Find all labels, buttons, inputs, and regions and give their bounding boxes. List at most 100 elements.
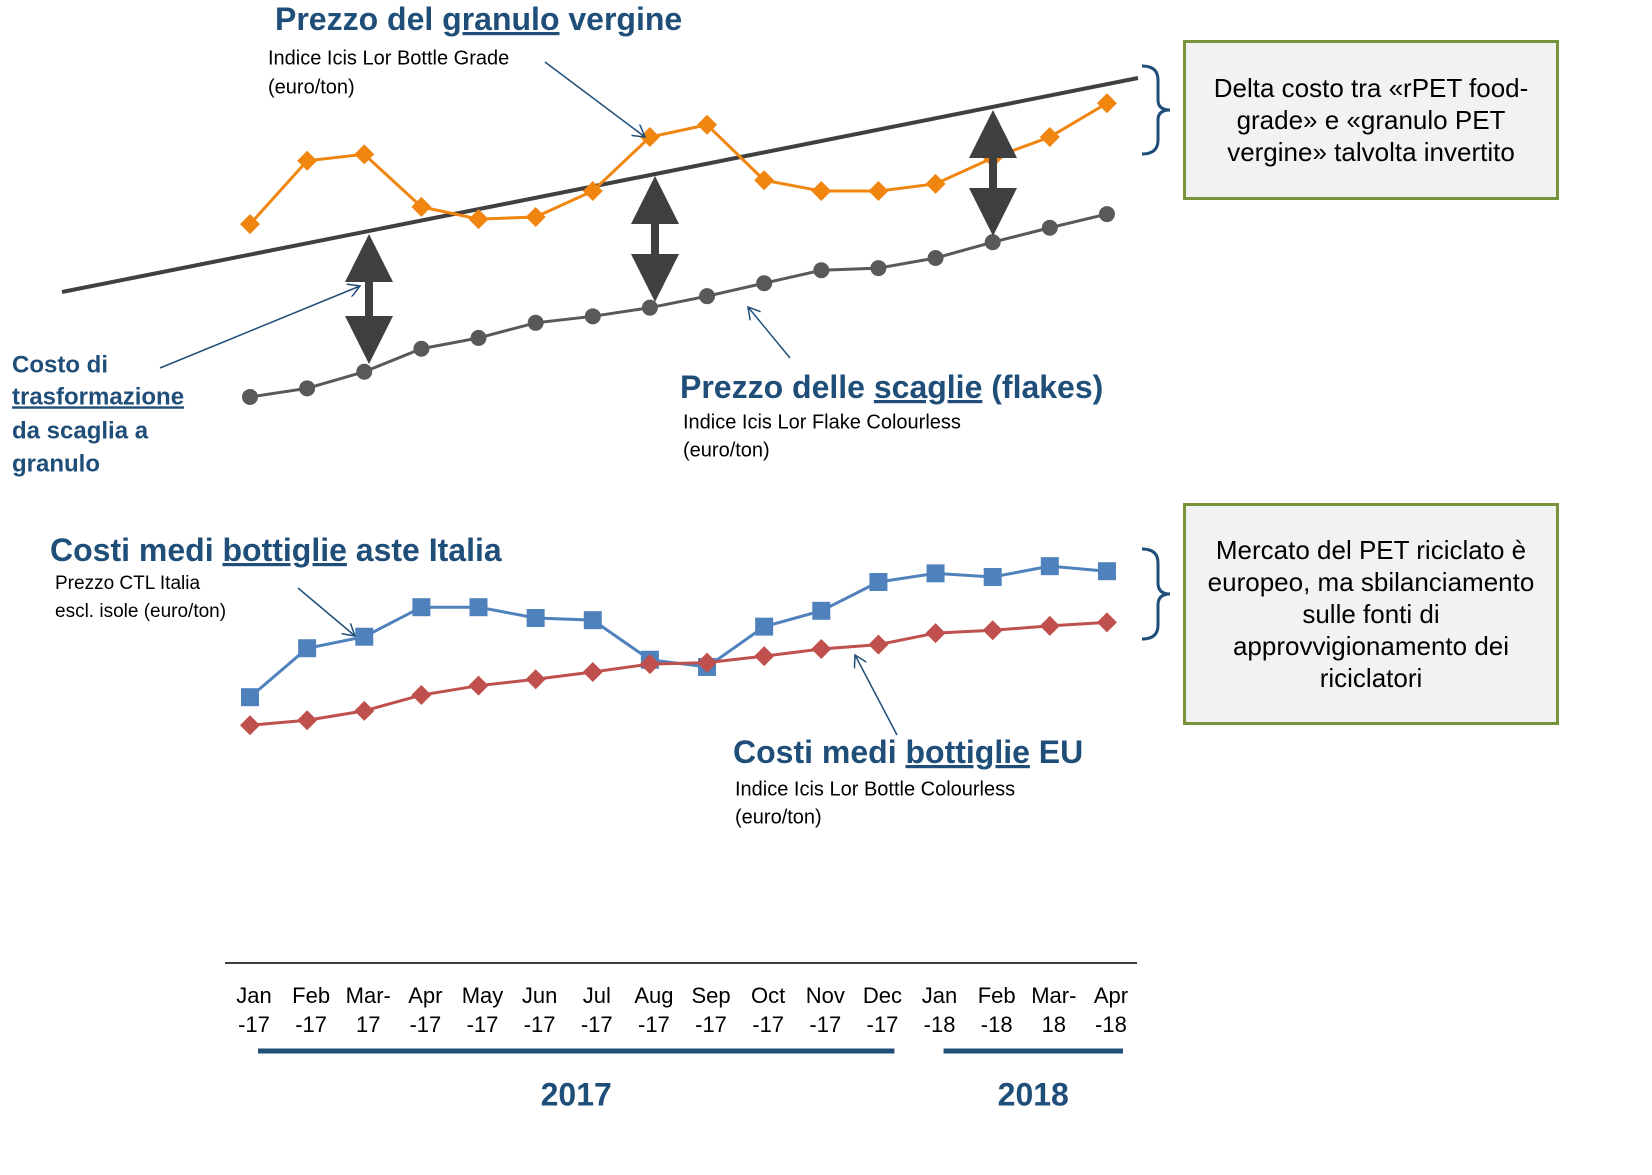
transformation-note: Costo di trasformazione da scaglia a gra… bbox=[12, 351, 184, 477]
annotation-title: Costi medi bottiglie EU bbox=[733, 734, 1083, 770]
point bbox=[412, 598, 431, 617]
text: scaglie bbox=[874, 369, 983, 405]
note-line: granulo bbox=[12, 450, 100, 477]
point bbox=[984, 234, 1001, 251]
point bbox=[241, 688, 259, 707]
point bbox=[868, 634, 889, 655]
x-tick-label: Mar- 17 bbox=[345, 983, 391, 1037]
series-line bbox=[248, 101, 1108, 226]
annotation-sub: Indice Icis Lor Flake Colourless bbox=[683, 411, 961, 433]
point bbox=[354, 700, 375, 721]
point bbox=[525, 669, 546, 690]
point bbox=[982, 620, 1003, 641]
series-line bbox=[249, 620, 1108, 727]
point bbox=[754, 646, 775, 667]
x-tick-label: Jun -17 bbox=[521, 983, 558, 1037]
x-tick-label: Oct -17 bbox=[751, 983, 786, 1037]
x-tick-label: Mar- 18 bbox=[1031, 983, 1077, 1037]
point bbox=[470, 329, 487, 346]
annotation-sub: (euro/ton) bbox=[683, 439, 770, 461]
point bbox=[925, 623, 946, 644]
point bbox=[297, 710, 318, 731]
point bbox=[1041, 219, 1058, 236]
point bbox=[697, 114, 718, 135]
point bbox=[468, 209, 489, 230]
point bbox=[411, 685, 432, 706]
x-tick-label: Sep -17 bbox=[691, 983, 731, 1037]
point bbox=[813, 262, 830, 279]
point bbox=[755, 617, 774, 636]
text: bottiglie bbox=[222, 532, 346, 568]
point bbox=[242, 388, 258, 405]
point bbox=[355, 627, 374, 646]
point bbox=[926, 564, 945, 583]
annotation-title: Prezzo delle scaglie (flakes) bbox=[680, 369, 1103, 405]
x-tick-label: Apr -18 bbox=[1093, 983, 1129, 1037]
note-line: da scaglia a bbox=[12, 417, 149, 444]
annotation-title: Costi medi bottiglie aste Italia bbox=[50, 532, 502, 568]
x-tick-label: Jul -17 bbox=[580, 983, 613, 1037]
point bbox=[299, 380, 316, 397]
x-tick-label: Nov -17 bbox=[805, 983, 845, 1037]
text: vergine bbox=[559, 1, 682, 37]
point bbox=[983, 567, 1002, 586]
pointer bbox=[544, 61, 645, 137]
brace bbox=[1141, 547, 1171, 641]
point bbox=[582, 662, 603, 682]
point bbox=[811, 638, 832, 659]
pointer bbox=[748, 307, 791, 359]
point bbox=[1039, 127, 1060, 148]
point bbox=[868, 181, 889, 202]
pointer bbox=[159, 286, 360, 369]
callout-box: Mercato del PET riciclato è europeo, ma … bbox=[1183, 503, 1559, 725]
callout-box: Delta costo tra «rPET food-grade» e «gra… bbox=[1183, 40, 1559, 200]
point bbox=[639, 654, 660, 675]
point bbox=[1098, 206, 1115, 223]
annotation-sub: (euro/ton) bbox=[268, 76, 355, 98]
x-tick-label: Aug -17 bbox=[634, 983, 674, 1037]
point bbox=[1040, 557, 1059, 576]
point bbox=[927, 250, 944, 266]
pointer-arrows bbox=[159, 61, 898, 736]
point bbox=[527, 314, 544, 331]
point bbox=[240, 715, 260, 736]
point bbox=[1096, 612, 1117, 633]
point bbox=[869, 573, 888, 591]
annotation-sub: escl. isole (euro/ton) bbox=[55, 601, 226, 622]
point bbox=[641, 299, 658, 316]
annotation-sub: (euro/ton) bbox=[735, 806, 822, 828]
point bbox=[870, 260, 887, 277]
note-line: Costo di bbox=[12, 351, 108, 378]
annotation-sub: Indice Icis Lor Bottle Grade bbox=[268, 47, 509, 69]
point bbox=[413, 340, 430, 357]
x-tick-label: Jan -18 bbox=[921, 983, 958, 1037]
point bbox=[1097, 562, 1116, 581]
point bbox=[297, 150, 318, 171]
point bbox=[1096, 93, 1117, 114]
pointer bbox=[297, 587, 355, 636]
x-tick-label: Dec -17 bbox=[862, 983, 902, 1037]
pointer bbox=[855, 655, 898, 736]
year-label: 2017 bbox=[541, 1076, 612, 1112]
text: Costi medi bbox=[733, 734, 905, 770]
point bbox=[754, 170, 775, 191]
point bbox=[582, 181, 603, 202]
text: Costi medi bbox=[50, 532, 222, 568]
year-label: 2018 bbox=[998, 1076, 1069, 1112]
text: aste Italia bbox=[347, 532, 502, 568]
x-tick-label: Apr -17 bbox=[408, 983, 443, 1037]
point bbox=[583, 611, 602, 630]
point bbox=[356, 363, 373, 380]
x-tick-label: Jan -17 bbox=[236, 983, 272, 1037]
point bbox=[639, 127, 660, 148]
annotation-sub: Indice Icis Lor Bottle Colourless bbox=[735, 778, 1015, 800]
point bbox=[354, 144, 375, 165]
annotation-title: Prezzo del granulo vergine bbox=[275, 1, 682, 37]
text: granulo bbox=[442, 1, 559, 37]
series-layer bbox=[240, 93, 1117, 736]
point bbox=[697, 652, 718, 673]
note-line: trasformazione bbox=[12, 383, 184, 410]
point bbox=[1039, 615, 1060, 636]
